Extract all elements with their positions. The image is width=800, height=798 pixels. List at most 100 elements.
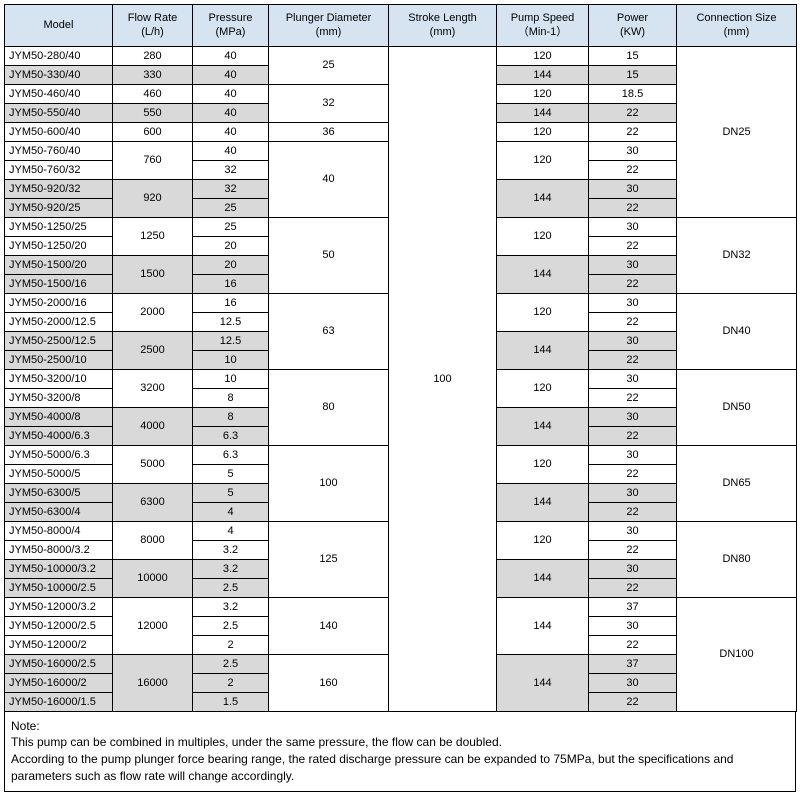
pressure-cell: 2: [193, 673, 269, 692]
speed-cell: 120: [497, 84, 589, 103]
speed-cell: 120: [497, 217, 589, 255]
pressure-cell: 5: [193, 483, 269, 502]
connection-cell: DN100: [677, 597, 797, 711]
column-header: Plunger Diameter(mm): [269, 5, 389, 47]
speed-cell: 120: [497, 122, 589, 141]
power-cell: 22: [589, 388, 677, 407]
model-cell: JYM50-920/32: [5, 179, 113, 198]
model-cell: JYM50-2500/10: [5, 350, 113, 369]
flow-cell: 2000: [113, 293, 193, 331]
model-cell: JYM50-1250/25: [5, 217, 113, 236]
speed-cell: 144: [497, 654, 589, 711]
model-cell: JYM50-5000/6.3: [5, 445, 113, 464]
model-cell: JYM50-6300/4: [5, 502, 113, 521]
power-cell: 30: [589, 293, 677, 312]
flow-cell: 330: [113, 65, 193, 84]
pressure-cell: 40: [193, 122, 269, 141]
speed-cell: 120: [497, 445, 589, 483]
pressure-cell: 8: [193, 407, 269, 426]
pressure-cell: 3.2: [193, 540, 269, 559]
pressure-cell: 32: [193, 179, 269, 198]
plunger-cell: 40: [269, 141, 389, 217]
pressure-cell: 5: [193, 464, 269, 483]
model-cell: JYM50-5000/5: [5, 464, 113, 483]
power-cell: 37: [589, 654, 677, 673]
pressure-cell: 25: [193, 198, 269, 217]
speed-cell: 120: [497, 521, 589, 559]
pressure-cell: 1.5: [193, 692, 269, 711]
model-cell: JYM50-3200/8: [5, 388, 113, 407]
pressure-cell: 4: [193, 502, 269, 521]
model-cell: JYM50-550/40: [5, 103, 113, 122]
connection-cell: DN50: [677, 369, 797, 445]
flow-cell: 460: [113, 84, 193, 103]
model-cell: JYM50-600/40: [5, 122, 113, 141]
speed-cell: 144: [497, 65, 589, 84]
column-header: Pump Speed（Min-1）: [497, 5, 589, 47]
flow-cell: 1500: [113, 255, 193, 293]
power-cell: 30: [589, 217, 677, 236]
connection-cell: DN65: [677, 445, 797, 521]
pressure-cell: 2.5: [193, 578, 269, 597]
pressure-cell: 20: [193, 236, 269, 255]
model-cell: JYM50-12000/2.5: [5, 616, 113, 635]
speed-cell: 120: [497, 141, 589, 179]
power-cell: 22: [589, 312, 677, 331]
speed-cell: 144: [497, 597, 589, 654]
model-cell: JYM50-12000/3.2: [5, 597, 113, 616]
model-cell: JYM50-1500/20: [5, 255, 113, 274]
column-header: Connection Size(mm): [677, 5, 797, 47]
pressure-cell: 32: [193, 160, 269, 179]
pressure-cell: 12.5: [193, 331, 269, 350]
power-cell: 30: [589, 559, 677, 578]
speed-cell: 120: [497, 293, 589, 331]
power-cell: 22: [589, 274, 677, 293]
connection-cell: DN40: [677, 293, 797, 369]
flow-cell: 600: [113, 122, 193, 141]
model-cell: JYM50-8000/3.2: [5, 540, 113, 559]
model-cell: JYM50-3200/10: [5, 369, 113, 388]
model-cell: JYM50-16000/2.5: [5, 654, 113, 673]
table-body: JYM50-280/40280402510012015DN25JYM50-330…: [5, 46, 797, 711]
power-cell: 30: [589, 445, 677, 464]
pressure-cell: 20: [193, 255, 269, 274]
model-cell: JYM50-2000/12.5: [5, 312, 113, 331]
flow-cell: 2500: [113, 331, 193, 369]
flow-cell: 760: [113, 141, 193, 179]
pressure-cell: 16: [193, 293, 269, 312]
plunger-cell: 125: [269, 521, 389, 597]
power-cell: 22: [589, 103, 677, 122]
flow-cell: 5000: [113, 445, 193, 483]
power-cell: 30: [589, 673, 677, 692]
pressure-cell: 40: [193, 141, 269, 160]
flow-cell: 920: [113, 179, 193, 217]
flow-cell: 12000: [113, 597, 193, 654]
speed-cell: 144: [497, 559, 589, 597]
flow-cell: 6300: [113, 483, 193, 521]
power-cell: 15: [589, 46, 677, 65]
speed-cell: 144: [497, 331, 589, 369]
pressure-cell: 2.5: [193, 654, 269, 673]
spec-table: ModelFlow Rate(L/h)Pressure(MPa)Plunger …: [4, 4, 797, 712]
plunger-cell: 36: [269, 122, 389, 141]
power-cell: 22: [589, 236, 677, 255]
plunger-cell: 50: [269, 217, 389, 293]
model-cell: JYM50-760/40: [5, 141, 113, 160]
power-cell: 30: [589, 369, 677, 388]
flow-cell: 550: [113, 103, 193, 122]
speed-cell: 144: [497, 407, 589, 445]
notes-line: This pump can be combined in multiples, …: [11, 734, 789, 751]
pressure-cell: 40: [193, 103, 269, 122]
column-header: Model: [5, 5, 113, 47]
pressure-cell: 4: [193, 521, 269, 540]
pressure-cell: 40: [193, 46, 269, 65]
pressure-cell: 3.2: [193, 559, 269, 578]
model-cell: JYM50-4000/8: [5, 407, 113, 426]
notes-line: According to the pump plunger force bear…: [11, 751, 789, 785]
pressure-cell: 10: [193, 369, 269, 388]
model-cell: JYM50-2000/16: [5, 293, 113, 312]
plunger-cell: 63: [269, 293, 389, 369]
speed-cell: 120: [497, 46, 589, 65]
notes-section: Note: This pump can be combined in multi…: [4, 712, 796, 792]
power-cell: 22: [589, 160, 677, 179]
